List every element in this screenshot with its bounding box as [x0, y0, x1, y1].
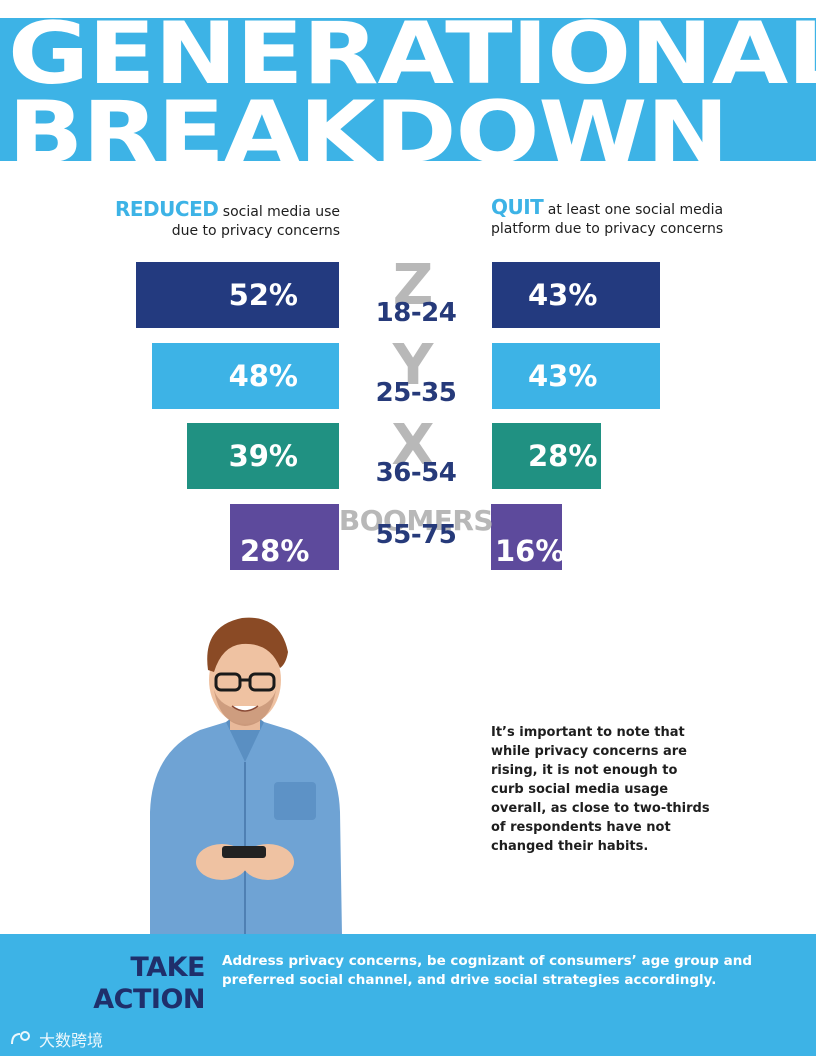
generation-letter-x: X [391, 413, 435, 478]
reduced-value: 39% [228, 439, 298, 473]
age-range-25-35: 25-35 [375, 378, 457, 408]
watermark-logo-icon [11, 1031, 30, 1045]
reduced-heading-line1: social media use [222, 204, 340, 220]
insight-note: It’s important to note that while privac… [491, 725, 710, 854]
reduced-value: 28% [240, 534, 310, 568]
man-with-phone-photo [150, 617, 342, 936]
quit-bar-gen-z: 43% [492, 262, 660, 328]
take-action-band [0, 934, 816, 1056]
title-line-1: GENERATIONAL [8, 4, 816, 104]
take-action-title-line2: ACTION [93, 984, 205, 1015]
age-range-36-54: 36-54 [375, 458, 457, 488]
quit-value: 16% [495, 534, 565, 568]
age-range-55-75: 55-75 [375, 520, 457, 550]
generation-label-boomers: BOOMERS [338, 504, 494, 537]
take-action-title-line1: TAKE [130, 952, 205, 983]
quit-highlight: QUIT [491, 195, 544, 219]
reduced-bar-gen-z: 52% [136, 262, 339, 328]
quit-heading-line2: platform due to privacy concerns [491, 221, 724, 237]
reduced-value: 52% [228, 278, 298, 312]
quit-value: 28% [528, 439, 598, 473]
hero-banner [0, 18, 816, 161]
age-range-18-24: 18-24 [375, 298, 457, 328]
generation-letter-y: Y [392, 333, 434, 398]
reduced-value: 48% [228, 359, 298, 393]
watermark: 大数跨境 [10, 1027, 103, 1051]
take-action-text: Address privacy concerns, be cognizant o… [222, 953, 753, 988]
quit-value: 43% [528, 359, 598, 393]
reduced-bar-gen-x: 39% [187, 423, 339, 489]
reduced-bar-boomers: 28% [230, 504, 339, 570]
take-action-title: TAKE ACTION [60, 952, 205, 1016]
quit-heading-line1: at least one social media [547, 202, 724, 218]
reduced-highlight: REDUCED [114, 197, 219, 221]
quit-bar-gen-x: 28% [492, 423, 601, 489]
quit-heading: QUIT at least one social media platform … [491, 195, 751, 239]
generation-letter-z: Z [392, 253, 434, 318]
quit-bar-gen-y: 43% [492, 343, 660, 409]
reduced-heading-line2: due to privacy concerns [171, 223, 340, 239]
quit-bar-boomers: 16% [491, 504, 565, 570]
title-line-2: BREAKDOWN [8, 83, 729, 184]
quit-value: 43% [528, 278, 598, 312]
watermark-text: 大数跨境 [39, 1031, 104, 1050]
reduced-heading: REDUCED social media use due to privacy … [90, 197, 340, 241]
page-title: GENERATIONAL BREAKDOWN [8, 4, 816, 184]
reduced-bar-gen-y: 48% [152, 343, 339, 409]
